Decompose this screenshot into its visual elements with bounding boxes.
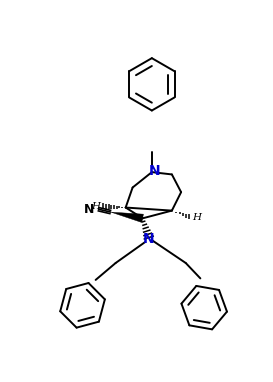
Text: H: H (91, 202, 100, 211)
Polygon shape (111, 212, 143, 222)
Text: H: H (192, 213, 201, 222)
Text: N: N (84, 202, 94, 215)
Text: N: N (148, 164, 160, 178)
Text: N: N (143, 232, 155, 246)
